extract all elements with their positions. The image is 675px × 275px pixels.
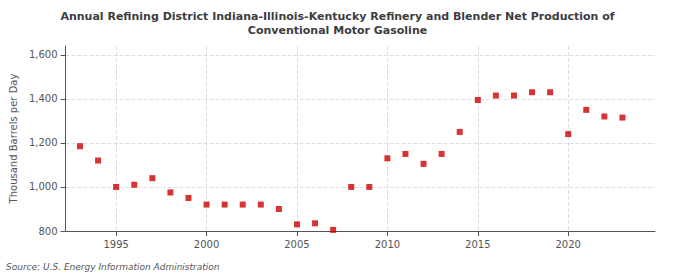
svg-text:Source: U.S. Energy Informatio: Source: U.S. Energy Information Administ… bbox=[6, 262, 220, 272]
svg-text:Conventional Motor Gasoline: Conventional Motor Gasoline bbox=[248, 24, 427, 37]
svg-text:1,200: 1,200 bbox=[29, 137, 58, 148]
svg-text:Thousand Barrels per Day: Thousand Barrels per Day bbox=[8, 74, 19, 205]
svg-text:1,400: 1,400 bbox=[29, 93, 58, 104]
svg-text:Annual Refining District India: Annual Refining District Indiana-Illinoi… bbox=[60, 10, 614, 23]
svg-text:2020: 2020 bbox=[555, 239, 580, 250]
svg-text:2005: 2005 bbox=[284, 239, 309, 250]
svg-text:1995: 1995 bbox=[103, 239, 128, 250]
svg-text:1,600: 1,600 bbox=[29, 49, 58, 60]
svg-text:800: 800 bbox=[38, 226, 57, 237]
svg-text:2015: 2015 bbox=[465, 239, 490, 250]
svg-text:2010: 2010 bbox=[375, 239, 400, 250]
svg-text:2000: 2000 bbox=[194, 239, 219, 250]
svg-text:1,000: 1,000 bbox=[29, 181, 58, 192]
